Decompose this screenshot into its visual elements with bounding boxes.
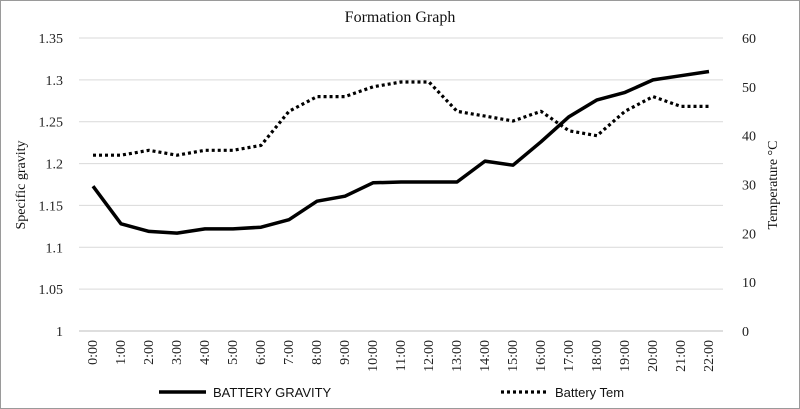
- y-tick-label: 1.15: [39, 199, 64, 214]
- grid-lines: [79, 37, 723, 332]
- x-tick-label: 9:00: [338, 340, 353, 365]
- x-tick-label: 5:00: [226, 340, 241, 365]
- legend-label: BATTERY GRAVITY: [213, 385, 332, 400]
- x-tick-label: 3:00: [170, 340, 185, 365]
- y2-tick-label: 20: [742, 227, 756, 242]
- x-tick-label: 7:00: [282, 340, 297, 365]
- y-tick-label: 1.05: [39, 283, 64, 298]
- x-tick-label: 18:00: [590, 340, 605, 372]
- x-tick-label: 19:00: [618, 340, 633, 372]
- x-tick-label: 1:00: [114, 340, 129, 365]
- x-tick-label: 10:00: [366, 340, 381, 372]
- x-tick-label: 0:00: [86, 340, 101, 365]
- x-tick-label: 4:00: [198, 340, 213, 365]
- x-tick-label: 8:00: [310, 340, 325, 365]
- x-tick-label: 15:00: [506, 340, 521, 372]
- y2-tick-label: 50: [742, 81, 756, 96]
- x-tick-label: 14:00: [478, 340, 493, 372]
- legend: BATTERY GRAVITY Battery Tem: [159, 385, 624, 400]
- battery-gravity-line: [91, 69, 710, 235]
- y2-tick-label: 60: [742, 32, 756, 47]
- x-tick-label: 16:00: [534, 340, 549, 372]
- x-tick-label: 22:00: [702, 340, 717, 372]
- y-tick-labels: 1 1.05 1.1 1.15 1.2 1.25 1.3 1.35: [39, 32, 64, 340]
- y-tick-label: 1: [56, 325, 63, 340]
- x-tick-label: 17:00: [562, 340, 577, 372]
- y-tick-label: 1.25: [39, 116, 64, 131]
- y2-tick-label: 10: [742, 276, 756, 291]
- chart-title: Formation Graph: [345, 9, 456, 26]
- y-tick-label: 1.3: [46, 74, 64, 89]
- y2-tick-label: 0: [742, 325, 749, 340]
- y-tick-label: 1.2: [46, 158, 64, 173]
- x-tick-label: 12:00: [422, 340, 437, 372]
- legend-label: Battery Tem: [555, 385, 624, 400]
- y-tick-label: 1.1: [46, 241, 64, 256]
- x-tick-label: 11:00: [394, 340, 409, 371]
- x-tick-label: 20:00: [646, 340, 661, 372]
- y-axis-title: Specific gravity: [14, 140, 29, 229]
- battery-temperature-line: [93, 80, 709, 157]
- x-tick-label: 21:00: [674, 340, 689, 372]
- y2-tick-labels: 0 10 20 30 40 50 60: [742, 32, 756, 340]
- y2-axis-title: Temperature °C: [766, 141, 781, 230]
- y-tick-label: 1.35: [39, 32, 64, 47]
- x-tick-label: 6:00: [254, 340, 269, 365]
- y2-tick-label: 30: [742, 179, 756, 194]
- x-tick-label: 13:00: [450, 340, 465, 372]
- x-tick-labels: 0:00 1:00 2:00 3:00 4:00 5:00 6:00 7:00 8:00 9:00…: [86, 340, 717, 372]
- x-tick-label: 2:00: [142, 340, 157, 365]
- y2-tick-label: 40: [742, 130, 756, 145]
- series-lines: [91, 69, 710, 235]
